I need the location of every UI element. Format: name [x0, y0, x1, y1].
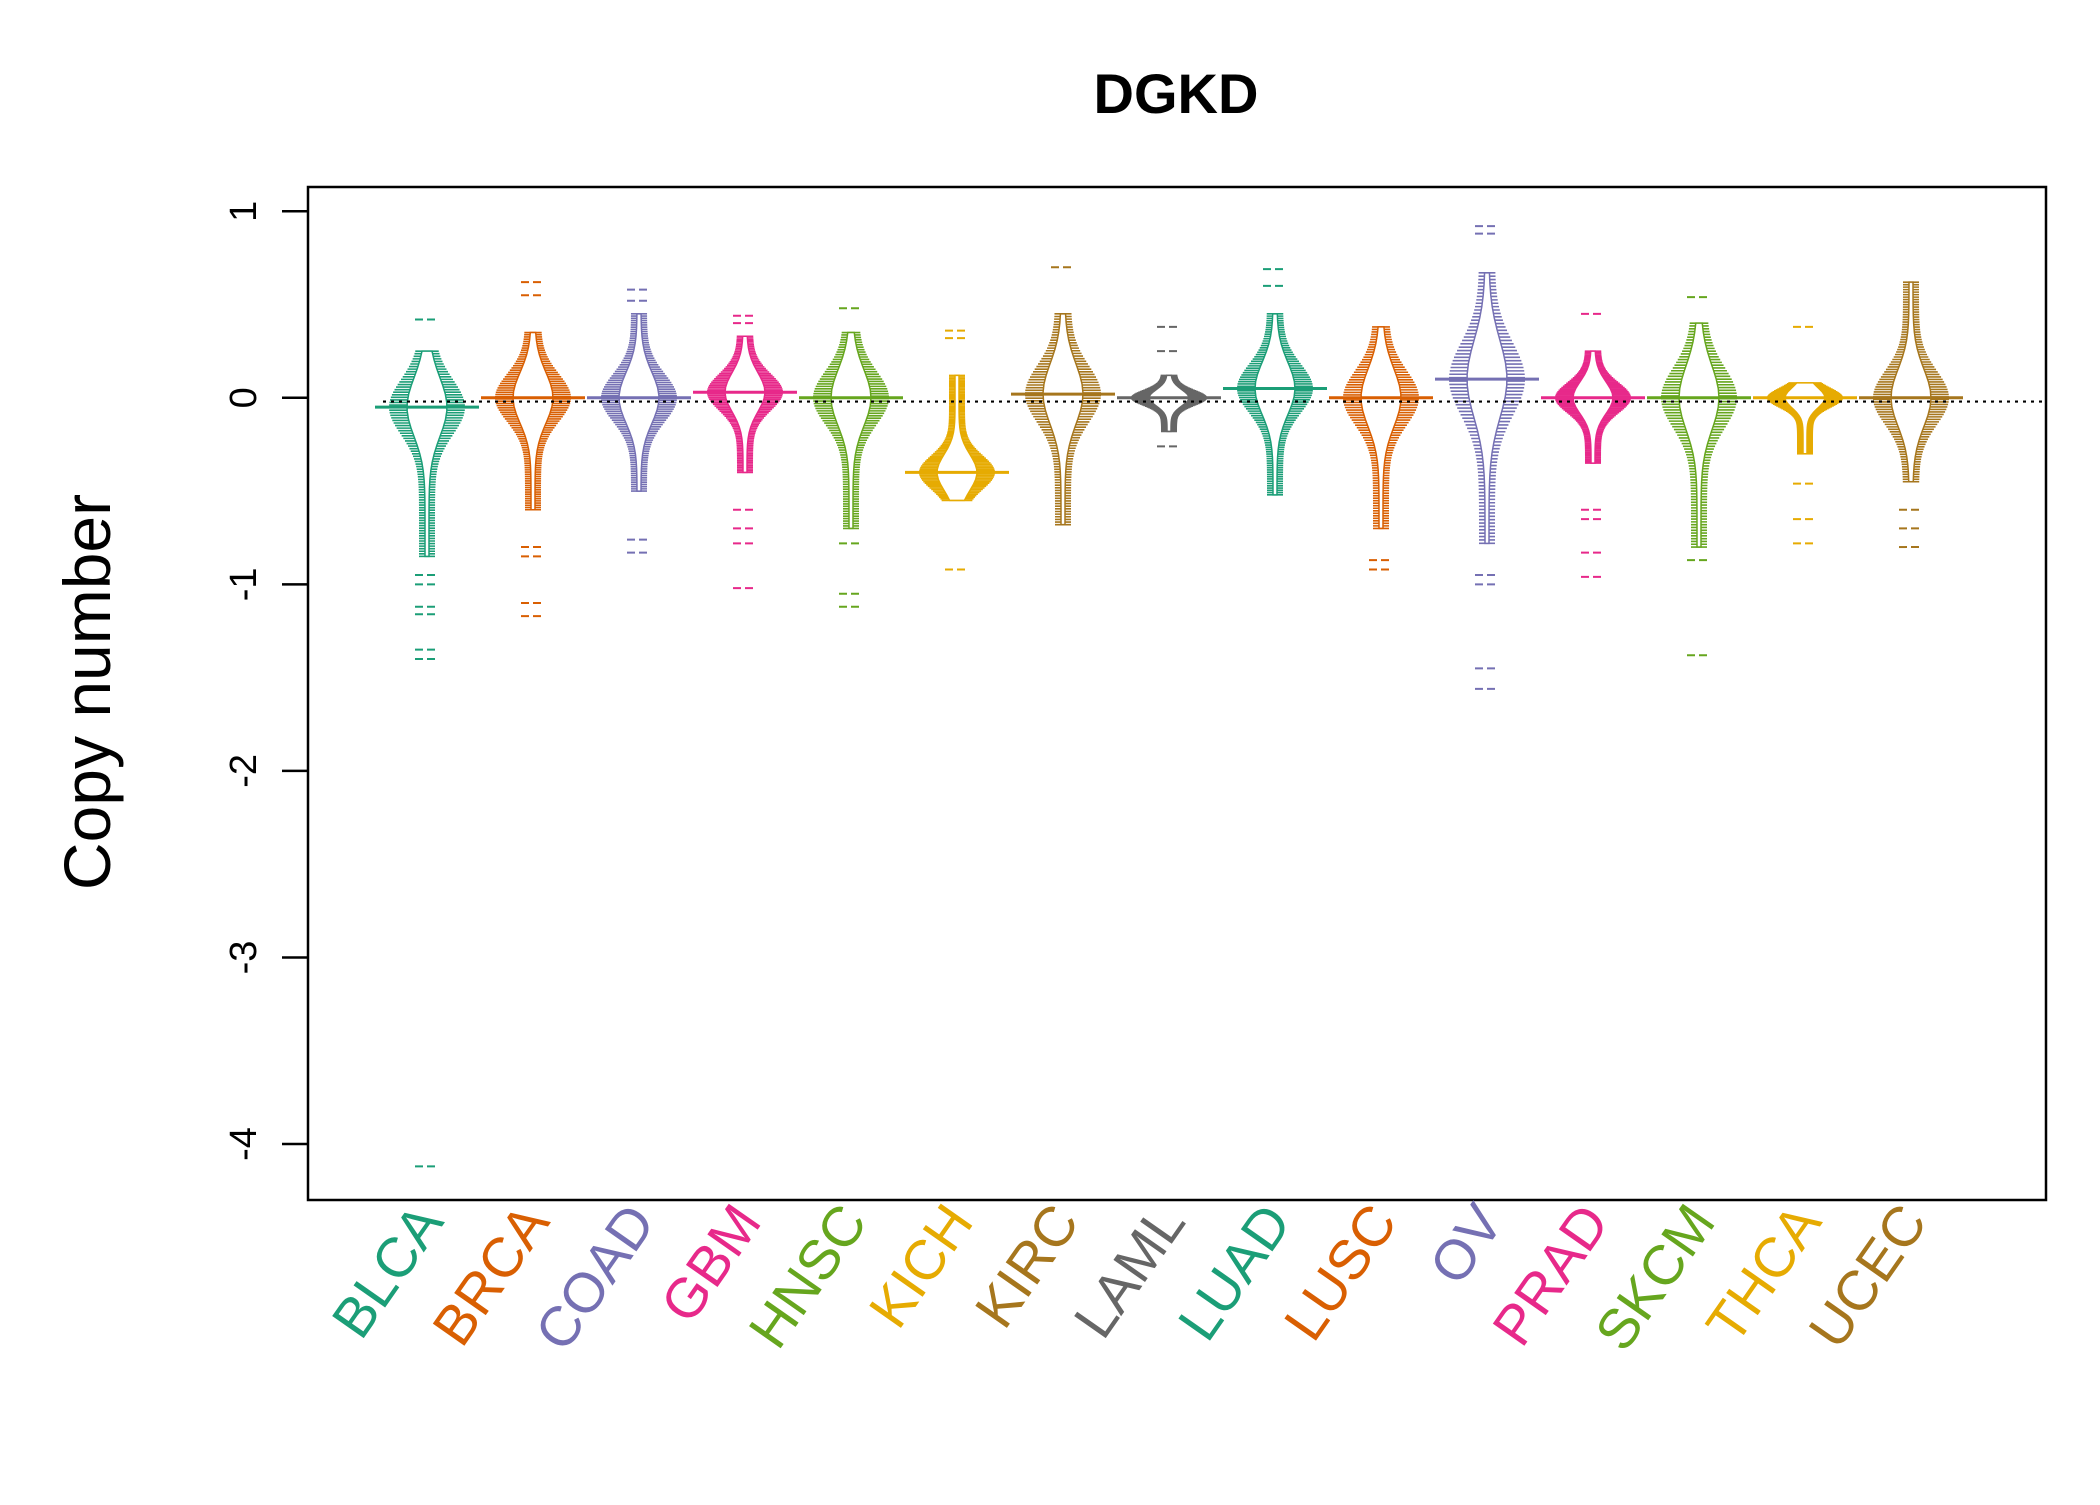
bean-luad	[1223, 268, 1327, 496]
bean-density	[1254, 313, 1296, 496]
chart-title: DGKD	[1094, 62, 1259, 125]
y-tick-label: 0	[223, 387, 265, 408]
y-tick-label: -4	[223, 1127, 265, 1161]
plot-frame	[306, 185, 2048, 1202]
bean-density	[1678, 322, 1720, 548]
bean-brca	[481, 281, 585, 618]
bean-skcm	[1647, 296, 1751, 657]
bean-hnsc	[799, 307, 903, 608]
bean-density	[830, 331, 872, 530]
bean-density	[1042, 313, 1084, 526]
bean-density	[1890, 281, 1932, 483]
bean-kirc	[1011, 266, 1115, 526]
y-axis: 1 0 -1 -2 -3 -4	[223, 201, 308, 1161]
bean-density	[1148, 374, 1190, 433]
bean-density	[512, 331, 554, 511]
y-tick-label: -3	[223, 941, 265, 975]
bean-density	[724, 335, 766, 474]
y-tick-label: -2	[223, 754, 265, 788]
bean-kich	[905, 329, 1009, 571]
y-tick-label: -1	[223, 567, 265, 601]
y-axis-label: Copy number	[50, 494, 124, 890]
bean-lusc	[1329, 326, 1433, 571]
bean-density	[1572, 350, 1614, 464]
bean-density	[1360, 326, 1402, 530]
bean-density	[1784, 382, 1826, 455]
bean-prad	[1541, 312, 1645, 578]
beans-layer	[375, 225, 2042, 1168]
bean-density	[936, 374, 978, 502]
bean-laml	[1117, 325, 1221, 448]
y-tick-label: 1	[223, 201, 265, 222]
bean-thca	[1753, 325, 1857, 545]
bean-density	[1466, 272, 1508, 545]
bean-ucec	[1859, 281, 1963, 549]
bean-ov	[1435, 225, 1539, 690]
